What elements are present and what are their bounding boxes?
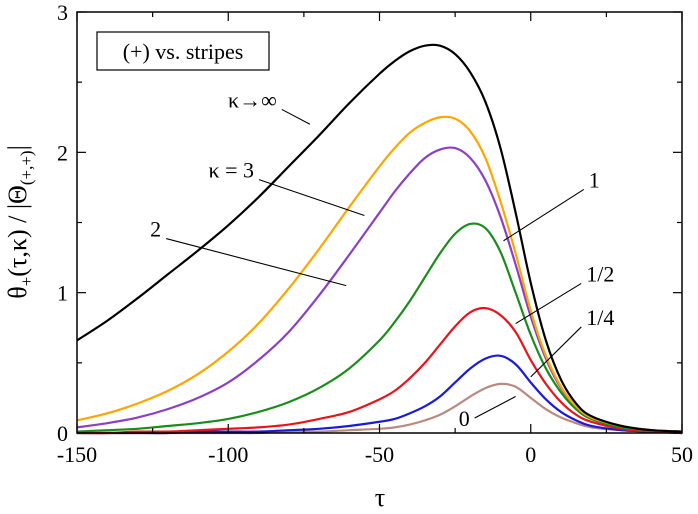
series-label: 1/4: [586, 305, 614, 330]
y-axis-title-end: |: [3, 145, 32, 150]
series-leader-line: [166, 238, 347, 287]
y-tick-label: 1: [57, 281, 68, 306]
y-axis-title-main: θ: [3, 286, 32, 298]
series-line: [76, 306, 683, 435]
legend-box: (+) vs. stripes: [96, 31, 270, 71]
series-line: [76, 354, 683, 435]
y-axis-title-sub: +: [17, 277, 36, 287]
series-line: [76, 222, 683, 433]
series-leader-line: [281, 108, 311, 125]
series-leader-line: [503, 188, 585, 242]
tick-layer: -150 -100 -50 0 50 0 1 2 3: [57, 0, 693, 467]
y-axis-title: θ+(τ,κ) / |Θ(+,+)|: [3, 145, 36, 299]
series-layer: [76, 43, 683, 435]
x-tick-label: -50: [365, 442, 394, 467]
series-label: 1: [589, 167, 600, 192]
x-tick-label: 0: [525, 442, 536, 467]
series-line: [76, 43, 683, 433]
legend-label: (+) vs. stripes: [123, 39, 244, 64]
series-label: 0: [459, 406, 470, 431]
series-label: 1/2: [586, 261, 614, 286]
series-label: κ = 3: [209, 158, 255, 183]
x-axis-title: τ: [375, 483, 385, 512]
x-tick-label: -150: [57, 442, 97, 467]
y-axis-title-sub2: (+,+): [17, 150, 36, 185]
series-line: [76, 115, 683, 433]
series-leader-line: [258, 179, 365, 217]
y-axis-title-args: (τ,κ) / |Θ: [3, 185, 32, 277]
series-label: κ→∞: [228, 87, 277, 112]
series-leader-line: [515, 282, 582, 325]
series-leader-line: [474, 396, 516, 419]
y-tick-label: 0: [57, 421, 68, 446]
x-tick-label: 50: [671, 442, 693, 467]
y-tick-label: 2: [57, 140, 68, 165]
leader-layer: κ→∞ κ = 3 2 1 1/2 1/4 0: [150, 87, 614, 431]
series-label: 2: [150, 217, 161, 242]
y-tick-label: 3: [57, 0, 68, 25]
x-tick-label: -100: [208, 442, 248, 467]
series-leader-line: [530, 326, 582, 378]
